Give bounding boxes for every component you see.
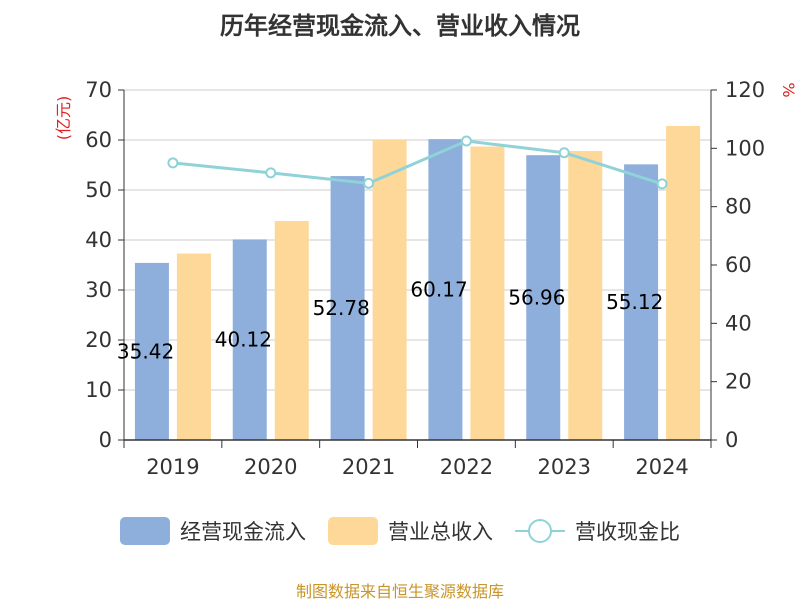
data-label-cash-inflow: 56.961 (508, 286, 578, 310)
right-tick-label: 20 (725, 370, 752, 394)
left-tick-label: 0 (99, 428, 112, 452)
data-label-cash-inflow: 52.785 (313, 296, 383, 320)
legend-swatch-revenue (328, 517, 378, 545)
data-label-cash-inflow: 60.172 (410, 278, 480, 302)
bar-cash-inflow (134, 262, 169, 440)
right-axis-title: % (779, 82, 798, 97)
point-cash-ratio (167, 157, 179, 169)
point-cash-ratio (558, 147, 570, 159)
legend: 经营现金流入 营业总收入 营收现金比 (0, 516, 800, 546)
legend-swatch-cash-ratio (515, 517, 565, 545)
bar-cash-inflow (526, 155, 561, 440)
x-tick-label: 2019 (146, 455, 199, 479)
series-line-cash-ratio (172, 139, 663, 186)
left-tick-label: 20 (85, 328, 112, 352)
point-cash-ratio (460, 135, 472, 147)
x-tick-label: 2022 (440, 455, 493, 479)
legend-item-cash-inflow[interactable]: 经营现金流入 (120, 516, 306, 546)
legend-item-revenue[interactable]: 营业总收入 (328, 516, 493, 546)
data-label-cash-inflow: 55.126 (606, 290, 676, 314)
bar-revenue (274, 221, 309, 440)
point-cash-ratio (363, 177, 375, 189)
right-tick-label: 40 (725, 311, 752, 335)
point-cash-ratio (656, 178, 668, 190)
legend-swatch-cash-inflow (120, 517, 170, 545)
right-tick-label: 60 (725, 253, 752, 277)
point-cash-ratio (265, 167, 277, 179)
x-tick-label: 2020 (244, 455, 297, 479)
x-tick-label: 2023 (538, 455, 591, 479)
legend-item-cash-ratio[interactable]: 营收现金比 (515, 516, 680, 546)
right-tick-label: 120 (725, 78, 765, 102)
legend-label-cash-ratio: 营收现金比 (575, 520, 680, 544)
bar-revenue (568, 151, 603, 440)
left-axis-title: (亿元) (54, 96, 73, 141)
bar-revenue (470, 146, 505, 440)
x-tick-label: 2024 (635, 455, 688, 479)
chart-title: 历年经营现金流入、营业收入情况 (220, 12, 580, 40)
bar-cash-inflow (624, 164, 659, 440)
left-tick-label: 40 (85, 228, 112, 252)
bar-revenue (666, 126, 701, 440)
source-note: 制图数据来自恒生聚源数据库 (295, 582, 504, 601)
right-tick-label: 0 (725, 428, 738, 452)
left-tick-label: 60 (85, 128, 112, 152)
right-tick-label: 80 (725, 195, 752, 219)
bar-cash-inflow (428, 139, 463, 440)
legend-label-revenue: 营业总收入 (388, 520, 493, 544)
bar-revenue (176, 253, 211, 440)
x-tick-label: 2021 (342, 455, 395, 479)
bar-revenue (372, 140, 407, 440)
left-tick-label: 10 (85, 378, 112, 402)
data-label-cash-inflow: 35.421 (117, 339, 187, 363)
left-tick-label: 50 (85, 178, 112, 202)
legend-label-cash-inflow: 经营现金流入 (180, 520, 306, 544)
left-tick-label: 70 (85, 78, 112, 102)
data-label-cash-inflow: 40.122 (215, 328, 285, 352)
right-tick-label: 100 (725, 136, 765, 160)
left-tick-label: 30 (85, 278, 112, 302)
bar-cash-inflow (330, 176, 365, 440)
bar-cash-inflow (232, 239, 267, 440)
